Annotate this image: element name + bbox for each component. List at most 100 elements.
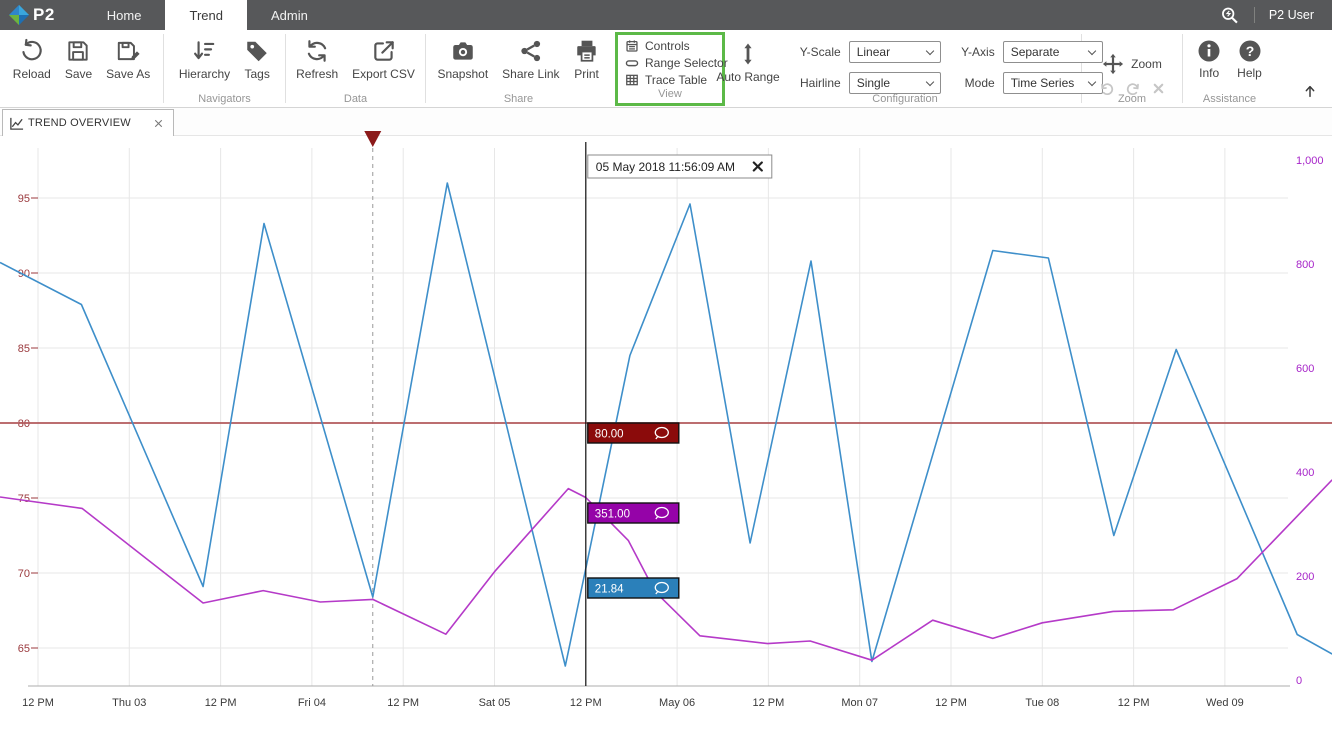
save-as-button[interactable]: Save As [99,35,157,81]
controls-button[interactable]: Controls [625,39,716,53]
export-csv-button[interactable]: Export CSV [345,35,422,81]
hairline-value-chip[interactable]: 80.00 [588,423,679,443]
user-menu[interactable]: P2 User [1269,8,1314,22]
hairline-value-label: 80.00 [595,429,624,441]
hairline-select[interactable]: Single [849,72,941,94]
ribbon-group-navigators: Hierarchy Tags Navigators [164,30,285,108]
range-selector-button[interactable]: Range Selector [625,56,716,70]
ribbon-group-share: Snapshot Share Link [426,30,611,108]
topbar-divider [1254,7,1255,23]
p2-trend-app: P2 Home Trend Admin P2 User [0,0,1332,728]
x-axis-tick-label: 12 PM [22,697,54,709]
configuration-fields: Y-Scale Linear Y-Axis Separate Hairline … [793,41,1103,94]
x-axis-tick-label: 12 PM [387,697,419,709]
hierarchy-icon [191,38,217,64]
zoom-move-icon [1102,53,1124,75]
hairline-value-label: 351.00 [595,509,630,521]
ribbon-toolbar: Reload Save Save As [0,30,1332,108]
right-axis-tick-label: 200 [1296,571,1314,583]
chevron-down-icon [925,77,933,85]
svg-text:?: ? [1245,43,1254,59]
y-scale-select[interactable]: Linear [849,41,941,63]
reload-icon [19,38,45,64]
share-link-icon [518,38,544,64]
left-axis-tick-label: 65 [18,643,30,655]
hierarchy-button[interactable]: Hierarchy [172,35,237,81]
p2-logo: P2 [0,0,65,30]
controls-label: Controls [645,39,690,53]
left-axis-tick-label: 70 [18,568,30,580]
hairline-label: Hairline [793,76,841,90]
right-axis-tick-label: 800 [1296,259,1314,271]
ribbon-group-file: Reload Save Save As [0,30,163,108]
snapshot-button[interactable]: Snapshot [430,35,495,81]
trace-table-icon [625,73,639,87]
topbar-right: P2 User [1219,0,1332,30]
left-axis-tick-label: 80 [18,418,30,430]
save-as-icon [115,38,141,64]
refresh-button[interactable]: Refresh [289,35,345,81]
auto-range-button[interactable]: Auto Range [709,35,786,84]
trend-overview-tab[interactable]: TREND OVERVIEW [2,109,174,136]
x-axis-tick-label: 12 PM [205,697,237,709]
ribbon-group-configuration: Auto Range Y-Scale Linear Y-Axis Separat… [729,30,1081,108]
y-scale-label: Y-Scale [793,45,841,59]
main-nav-tabs: Home Trend Admin [83,0,332,30]
info-button[interactable]: Info [1190,36,1228,80]
search-icon[interactable] [1219,5,1240,26]
tags-icon [244,38,270,64]
print-icon [574,38,600,64]
x-axis-tick-label: 12 PM [753,697,785,709]
hairline-value-chip[interactable]: 351.00 [588,503,679,523]
tab-label: TREND OVERVIEW [28,117,148,129]
collapse-ribbon-icon[interactable] [1302,83,1318,99]
hairline-value-label: 21.84 [595,584,624,596]
hairline-value-chip[interactable]: 21.84 [588,578,679,598]
help-icon: ? [1238,39,1262,63]
x-axis-tick-label: Thu 03 [112,697,146,709]
save-icon [65,38,91,64]
right-axis-tick-label: 1,000 [1296,155,1324,167]
hairline-timestamp-label: 05 May 2018 11:56:09 AM [596,160,735,174]
trend-chart-svg: 959085807570651,000800600400200012 PMThu… [0,128,1332,728]
top-bar: P2 Home Trend Admin P2 User [0,0,1332,30]
print-button[interactable]: Print [567,35,607,81]
x-axis-tick-label: Fri 04 [298,697,326,709]
nav-tab-trend[interactable]: Trend [165,0,246,30]
logo-text: P2 [33,5,55,25]
right-axis-tick-label: 600 [1296,363,1314,375]
auto-range-icon [736,41,760,67]
nav-tab-home[interactable]: Home [83,0,166,30]
ribbon-group-data: Refresh Export CSV Data [286,30,425,108]
right-axis-tick-label: 0 [1296,675,1302,687]
event-marker-icon[interactable] [364,131,381,147]
range-selector-icon [625,56,639,70]
x-axis-tick-label: 12 PM [935,697,967,709]
y-axis-label: Y-Axis [949,45,995,59]
ribbon-group-assistance: Info ? Help Assistance [1183,30,1276,108]
controls-calendar-icon [625,39,639,53]
x-axis-tick-label: 12 PM [1118,697,1150,709]
x-axis-tick-label: Tue 08 [1025,697,1059,709]
left-axis-tick-label: 85 [18,343,30,355]
info-icon [1197,39,1221,63]
trend-chart[interactable]: 959085807570651,000800600400200012 PMThu… [0,128,1332,728]
reload-button[interactable]: Reload [6,35,58,81]
p2-logo-icon [8,4,30,26]
trace-table-button[interactable]: Trace Table [625,73,716,87]
tab-close-icon[interactable] [152,117,165,130]
help-button[interactable]: ? Help [1230,36,1269,80]
left-axis-tick-label: 95 [18,193,30,205]
trend-chart-icon [9,116,24,131]
share-link-button[interactable]: Share Link [495,35,566,81]
trace-table-label: Trace Table [645,73,707,87]
x-axis-tick-label: Sat 05 [479,697,511,709]
nav-tab-admin[interactable]: Admin [247,0,332,30]
tags-button[interactable]: Tags [237,35,277,81]
x-axis-tick-label: May 06 [659,697,695,709]
export-csv-icon [371,38,397,64]
zoom-button[interactable]: Zoom [1102,53,1162,75]
chevron-down-icon [925,46,933,54]
save-button[interactable]: Save [58,35,99,81]
right-axis-tick-label: 400 [1296,467,1314,479]
